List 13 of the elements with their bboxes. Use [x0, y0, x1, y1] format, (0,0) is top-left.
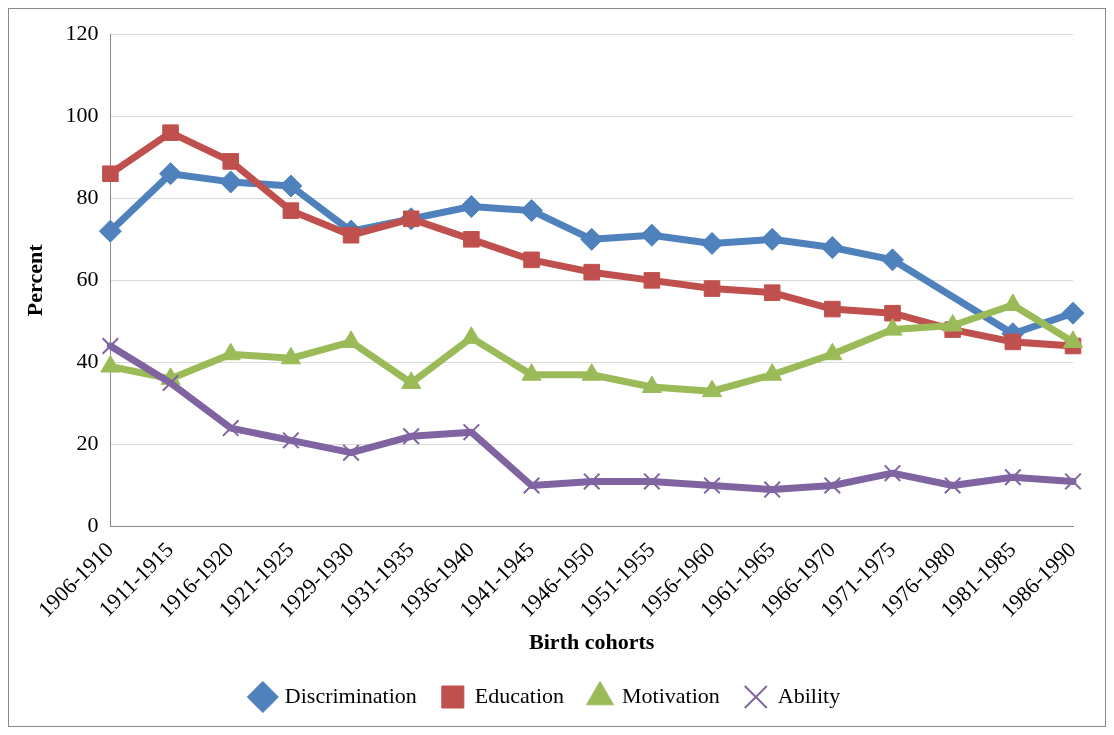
y-tick-label: 0 [87, 512, 99, 538]
y-tick-label: 100 [65, 102, 99, 128]
x-axis-title: Birth cohorts [529, 629, 655, 655]
legend-label: Ability [777, 682, 841, 708]
y-axis-title: Percent [21, 243, 47, 317]
y-tick-label: 60 [76, 266, 99, 292]
legend-label: Education [474, 682, 565, 708]
y-tick-label: 80 [76, 184, 99, 210]
legend-label: Discrimination [284, 682, 417, 708]
y-tick-label: 40 [76, 348, 99, 374]
y-tick-label: 120 [65, 19, 99, 45]
y-tick-label: 20 [76, 430, 99, 456]
legend-label: Motivation [622, 682, 720, 708]
